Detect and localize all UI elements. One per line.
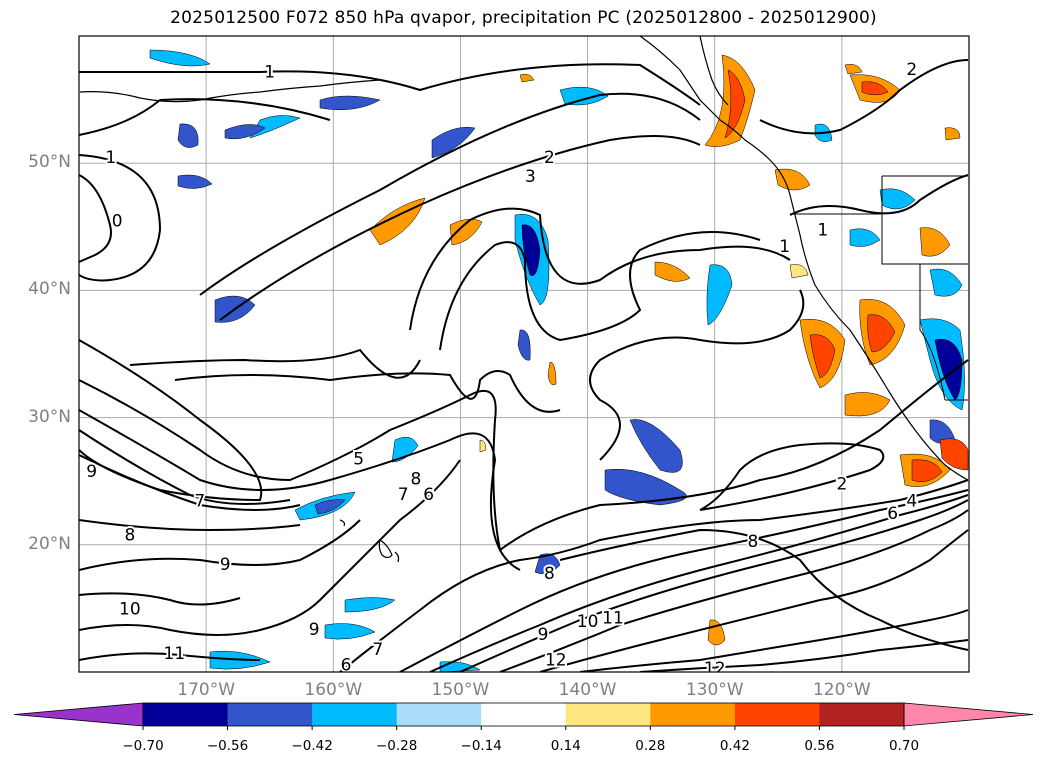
colorbar-tick-label: 0.70 xyxy=(888,738,920,754)
contour-label: 10 xyxy=(577,612,599,632)
colorbar-segment xyxy=(650,703,736,726)
contour-label: 6 xyxy=(423,485,434,505)
longitude-label: 120°W xyxy=(812,680,871,700)
longitude-label: 150°W xyxy=(431,680,490,700)
colorbar-tick-label: 0.56 xyxy=(804,738,835,754)
contour-label: 11 xyxy=(602,608,624,628)
contour-label: 2 xyxy=(544,148,555,168)
longitude-label: 140°W xyxy=(558,680,617,700)
coastlines xyxy=(79,36,969,563)
contour-label: 1 xyxy=(817,220,828,240)
longitude-label: 160°W xyxy=(304,680,363,700)
contour-label: 8 xyxy=(411,470,422,490)
contour-label: 7 xyxy=(194,491,205,511)
colorbar-frame xyxy=(142,702,905,727)
contour-label: 8 xyxy=(544,564,555,584)
colorbar-tick-label: −0.56 xyxy=(206,738,249,754)
contour-label: 3 xyxy=(525,167,536,187)
contour-label: 1 xyxy=(264,63,275,83)
contour-label: 4 xyxy=(906,491,917,511)
contour-label: 1 xyxy=(105,148,116,168)
colorbar-segment xyxy=(143,703,229,726)
colorbar-tick-label: −0.28 xyxy=(375,738,418,754)
latitude-label: 40°N xyxy=(28,279,71,300)
colorbar-over-extension xyxy=(903,702,1034,727)
colorbar-tick-label: 0.42 xyxy=(719,738,750,754)
colorbar-segment xyxy=(396,703,482,726)
contour-label: 7 xyxy=(398,485,409,505)
contour-label: 1 xyxy=(779,237,790,257)
colorbar-segment xyxy=(227,703,313,726)
contour-label: 8 xyxy=(124,526,135,546)
contour-label: 2 xyxy=(836,475,847,495)
colorbar-segment xyxy=(819,703,905,726)
colorbar-tick-label: −0.42 xyxy=(291,738,333,754)
contour-label: 2 xyxy=(906,60,917,80)
contour-label: 6 xyxy=(341,655,352,675)
colorbar-tick-label: 0.14 xyxy=(550,738,581,754)
colorbar-tick-label: −0.70 xyxy=(122,738,164,754)
colorbar-segment xyxy=(312,703,398,726)
longitude-label: 130°W xyxy=(685,680,744,700)
longitude-label: 170°W xyxy=(177,680,236,700)
latitude-label: 50°N xyxy=(28,152,71,173)
contour-label: 9 xyxy=(86,462,97,482)
map-border xyxy=(78,35,970,673)
contour-label: 12 xyxy=(545,650,567,670)
contour-label: 12 xyxy=(704,659,726,679)
contour-label: 9 xyxy=(309,620,320,640)
qvapor-contours xyxy=(79,59,969,672)
colorbar-under-extension xyxy=(13,702,144,727)
precipitation-fills xyxy=(149,49,969,672)
colorbar-tick-label: 0.28 xyxy=(635,738,666,754)
colorbar-tick-label: −0.14 xyxy=(460,738,502,754)
contour-label: 9 xyxy=(538,625,549,645)
contour-label: 10 xyxy=(119,599,141,619)
state-borders xyxy=(790,175,968,401)
contour-label: 6 xyxy=(887,504,898,524)
colorbar-segment xyxy=(481,703,567,726)
plot-title: 2025012500 F072 850 hPa qvapor, precipit… xyxy=(170,8,877,28)
latitude-label: 20°N xyxy=(28,533,71,554)
contour-label: 11 xyxy=(164,644,186,664)
colorbar xyxy=(13,702,1034,730)
contour-label: 8 xyxy=(747,532,758,552)
latitude-label: 30°N xyxy=(28,406,71,427)
contour-label: 9 xyxy=(220,555,231,575)
contour-label: 0 xyxy=(112,211,123,231)
contour-label: 5 xyxy=(353,449,364,469)
contour-label: 7 xyxy=(372,640,383,660)
colorbar-segment xyxy=(565,703,651,726)
colorbar-segment xyxy=(734,703,820,726)
